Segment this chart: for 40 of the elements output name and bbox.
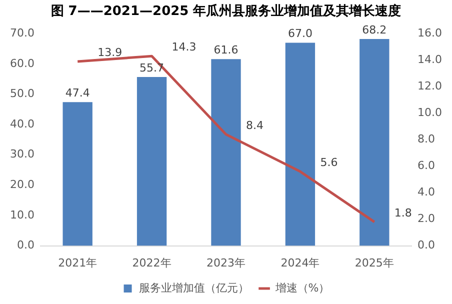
- data-label: 68.2: [362, 23, 387, 36]
- data-label: 14.3: [172, 40, 196, 54]
- data-label: 1.8: [394, 206, 412, 220]
- bar: [211, 59, 241, 246]
- bar: [360, 39, 390, 246]
- legend-label: 服务业增加值（亿元）: [138, 281, 249, 294]
- legend-label: 增速（%）: [274, 281, 330, 294]
- y2-tick-label: 6.0: [418, 159, 436, 172]
- bar: [136, 76, 167, 246]
- chart-title: 图 7——2021—2025 年瓜州县服务业增加值及其增长速度: [50, 3, 402, 20]
- x-tick-label: 2024年: [280, 256, 320, 270]
- y-tick-label: 0.0: [16, 238, 34, 252]
- data-label: 47.4: [65, 86, 90, 100]
- y-tick-label: 40.0: [10, 117, 34, 130]
- y2-tick-label: 12.0: [418, 80, 442, 93]
- x-tick-label: 2025年: [354, 256, 394, 270]
- y2-tick-label: 14.0: [418, 52, 442, 66]
- y2-tick-label: 4.0: [418, 186, 436, 199]
- y-tick-label: 20.0: [10, 178, 34, 192]
- x-tick-label: 2021年: [58, 256, 98, 270]
- y2-tick-label: 16.0: [418, 26, 442, 40]
- y2-tick-label: 2.0: [418, 212, 436, 226]
- data-label: 55.7: [140, 61, 164, 74]
- y2-tick-label: 0.0: [418, 238, 436, 252]
- bar: [62, 102, 92, 246]
- data-label: 13.9: [98, 46, 122, 59]
- y-tick-label: 30.0: [10, 148, 34, 161]
- data-label: 8.4: [246, 118, 264, 132]
- y2-tick-label: 10.0: [418, 106, 442, 120]
- y-tick-label: 70.0: [10, 26, 34, 40]
- x-tick-label: 2023年: [206, 256, 246, 270]
- data-label: 67.0: [288, 27, 312, 40]
- y-tick-label: 10.0: [10, 208, 34, 222]
- data-label: 5.6: [320, 156, 338, 169]
- y-tick-label: 60.0: [10, 56, 34, 70]
- bar: [285, 42, 316, 246]
- y2-tick-label: 8.0: [418, 132, 436, 146]
- y-tick-label: 50.0: [10, 87, 34, 100]
- x-tick-label: 2022年: [132, 256, 172, 270]
- data-label: 61.6: [214, 43, 238, 56]
